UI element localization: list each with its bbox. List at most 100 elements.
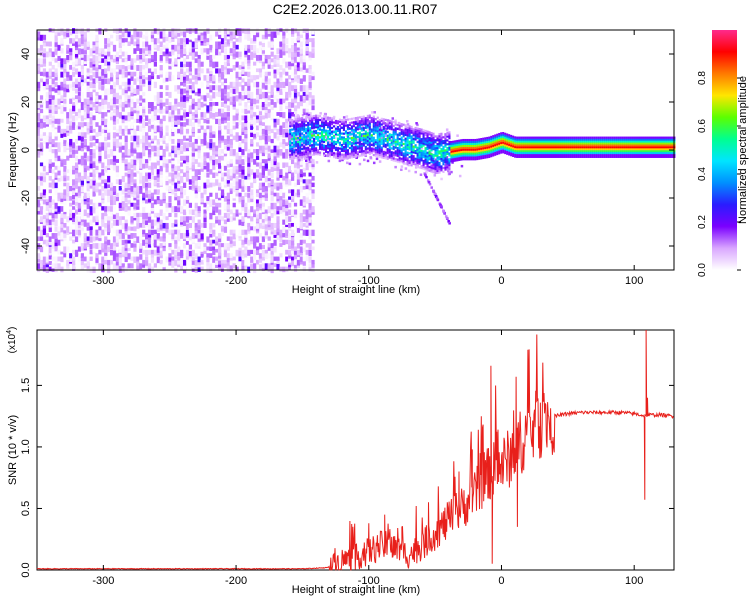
spectrogram-cell <box>319 153 322 156</box>
spectrogram-cell <box>171 222 175 228</box>
spectrogram-cell <box>209 233 213 238</box>
spectrogram-cell <box>270 65 274 70</box>
spectrogram-cell <box>89 236 93 243</box>
spectrogram-cell <box>66 125 70 131</box>
spectrogram-cell <box>39 192 44 199</box>
spectrogram-cell <box>77 175 82 183</box>
spectrogram-cell <box>311 259 315 265</box>
spectrogram-cell <box>305 137 308 140</box>
spectrogram-cell <box>136 145 140 150</box>
spectrogram-cell <box>296 189 301 196</box>
spectrogram-cell <box>289 121 292 124</box>
spectrogram-cell <box>235 249 239 257</box>
spectrogram-cell <box>291 142 295 148</box>
spectrogram-cell <box>396 137 399 140</box>
spectrogram-cell <box>410 158 413 161</box>
spectrogram-cell <box>285 239 289 245</box>
spectrogram-cell <box>302 58 306 63</box>
spectrogram-cell <box>104 61 108 66</box>
spectrogram-cell <box>139 186 143 190</box>
spectrogram-cell <box>328 155 332 158</box>
spectrogram-cell <box>185 216 190 223</box>
spectrogram-cell <box>378 140 381 143</box>
spectrogram-cell <box>408 142 411 145</box>
spectrogram-cell <box>86 81 90 86</box>
spectrogram-cell <box>209 61 213 67</box>
spectrogram-cell <box>127 182 131 189</box>
spectrogram-cell <box>244 108 248 115</box>
spectrogram-cell <box>368 143 371 146</box>
spectrogram-cell <box>182 159 187 164</box>
spectrogram-cell <box>89 162 93 169</box>
spectrogram-cell <box>171 108 175 115</box>
spectrogram-cell <box>45 115 49 120</box>
spectrogram-cell <box>48 196 52 203</box>
spectrogram-cell <box>344 124 347 127</box>
spectrogram-cell <box>235 169 239 175</box>
spectrogram-cell <box>326 153 330 156</box>
spectrogram-cell <box>238 162 242 168</box>
spectrogram-cell <box>388 146 391 149</box>
spectrogram-cell <box>101 34 105 40</box>
spectrogram-cell <box>384 118 387 121</box>
spectrogram-cell <box>188 222 193 228</box>
spectrogram-cell <box>66 169 70 174</box>
spectrogram-cell <box>229 239 233 244</box>
spectrogram-cell <box>250 102 254 107</box>
spectrogram-cell <box>229 162 233 168</box>
spectrogram-cell <box>394 165 397 169</box>
spectrogram-cell <box>142 102 146 107</box>
spectrogram-cell <box>60 81 64 87</box>
spectrogram-cell <box>63 229 67 234</box>
spectrogram-cell <box>358 148 361 152</box>
spectrogram-cell <box>177 152 181 159</box>
spectrogram-cell <box>200 246 204 252</box>
spectrogram-cell <box>215 85 219 91</box>
spectrogram-cell <box>288 192 292 197</box>
spectrogram-cell <box>332 142 336 145</box>
spectrogram-cell <box>92 155 96 162</box>
spectrogram-cell <box>215 41 219 48</box>
spectrogram-cell <box>197 212 201 217</box>
spectrogram-cell <box>229 34 233 41</box>
spectrogram-cell <box>293 162 298 168</box>
spectrogram-cell <box>69 51 73 56</box>
spectrogram-cell <box>48 88 52 95</box>
spectrogram-cell <box>303 141 306 144</box>
spectrogram-cell <box>121 216 125 220</box>
spectrogram-cell <box>360 142 363 145</box>
spectrogram-cell <box>299 132 303 139</box>
spectrogram-cell <box>162 239 166 246</box>
spectrogram-cell <box>322 127 326 130</box>
spectrogram-cell <box>346 154 349 158</box>
spectrogram-cell <box>305 152 309 159</box>
spectrogram-cell <box>448 172 451 176</box>
spectrogram-cell <box>92 88 96 93</box>
spectrogram-cell <box>191 256 195 261</box>
spectrogram-cell <box>121 206 125 211</box>
spectrogram-cell <box>309 127 312 130</box>
spectrogram-cell <box>364 147 367 151</box>
spectrogram-cell <box>320 138 324 141</box>
spectrogram-cell <box>301 122 304 126</box>
spectrogram-cell <box>297 142 300 145</box>
spectrogram-cell <box>223 95 228 101</box>
spectrogram-cell <box>104 222 108 228</box>
spectrogram-cell <box>51 249 55 255</box>
spectrogram-cell <box>235 159 239 165</box>
spectrogram-cell <box>380 146 383 149</box>
spectrogram-cell <box>270 105 274 111</box>
spectrogram-cell <box>344 155 347 158</box>
spectrogram-cell <box>159 125 163 131</box>
spectrogram-cell <box>127 31 131 38</box>
spectrogram-cell <box>133 226 137 232</box>
spectrogram-cell <box>244 34 248 40</box>
spectrogram-cell <box>398 145 401 148</box>
spectrogram-cell <box>130 233 134 239</box>
spectrogram-cell <box>142 149 146 153</box>
spectrogram-cell <box>394 129 397 132</box>
spectrogram-cell <box>39 259 44 264</box>
spectrogram-cell <box>54 41 58 47</box>
spectrogram-cell <box>72 186 76 191</box>
